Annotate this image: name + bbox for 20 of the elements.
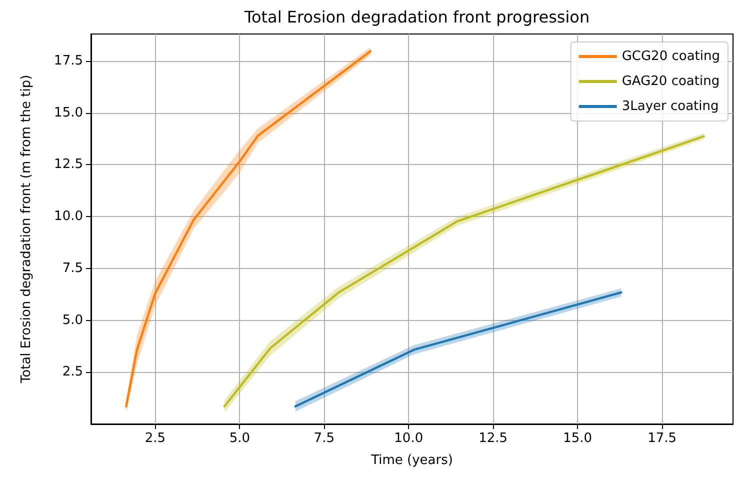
legend-label: 3Layer coating — [622, 99, 719, 114]
x-tick-label: 10.0 — [394, 431, 424, 446]
legend-label: GCG20 coating — [622, 49, 720, 64]
y-tick-label: 15.0 — [54, 105, 83, 120]
chart-title: Total Erosion degradation front progression — [243, 8, 590, 26]
y-tick-label: 5.0 — [62, 312, 83, 328]
x-tick-label: 2.5 — [144, 431, 166, 446]
x-tick-label: 12.5 — [478, 431, 508, 446]
x-axis-title: Time (years) — [370, 453, 453, 468]
y-axis-title: Total Erosion degradation front (m from the tip) — [19, 74, 34, 384]
y-tick-label: 7.5 — [62, 260, 83, 276]
x-tick-label: 15.0 — [563, 431, 592, 446]
x-tick-label: 17.5 — [648, 431, 677, 446]
y-tick-label: 12.5 — [54, 157, 83, 172]
x-tick-label: 5.0 — [229, 431, 250, 446]
legend-label: GAG20 coating — [622, 74, 720, 89]
y-tick-label: 2.5 — [62, 364, 83, 380]
x-tick-label: 7.5 — [314, 431, 334, 446]
y-tick-label: 10.0 — [54, 209, 83, 224]
y-tick-label: 17.5 — [54, 53, 83, 68]
